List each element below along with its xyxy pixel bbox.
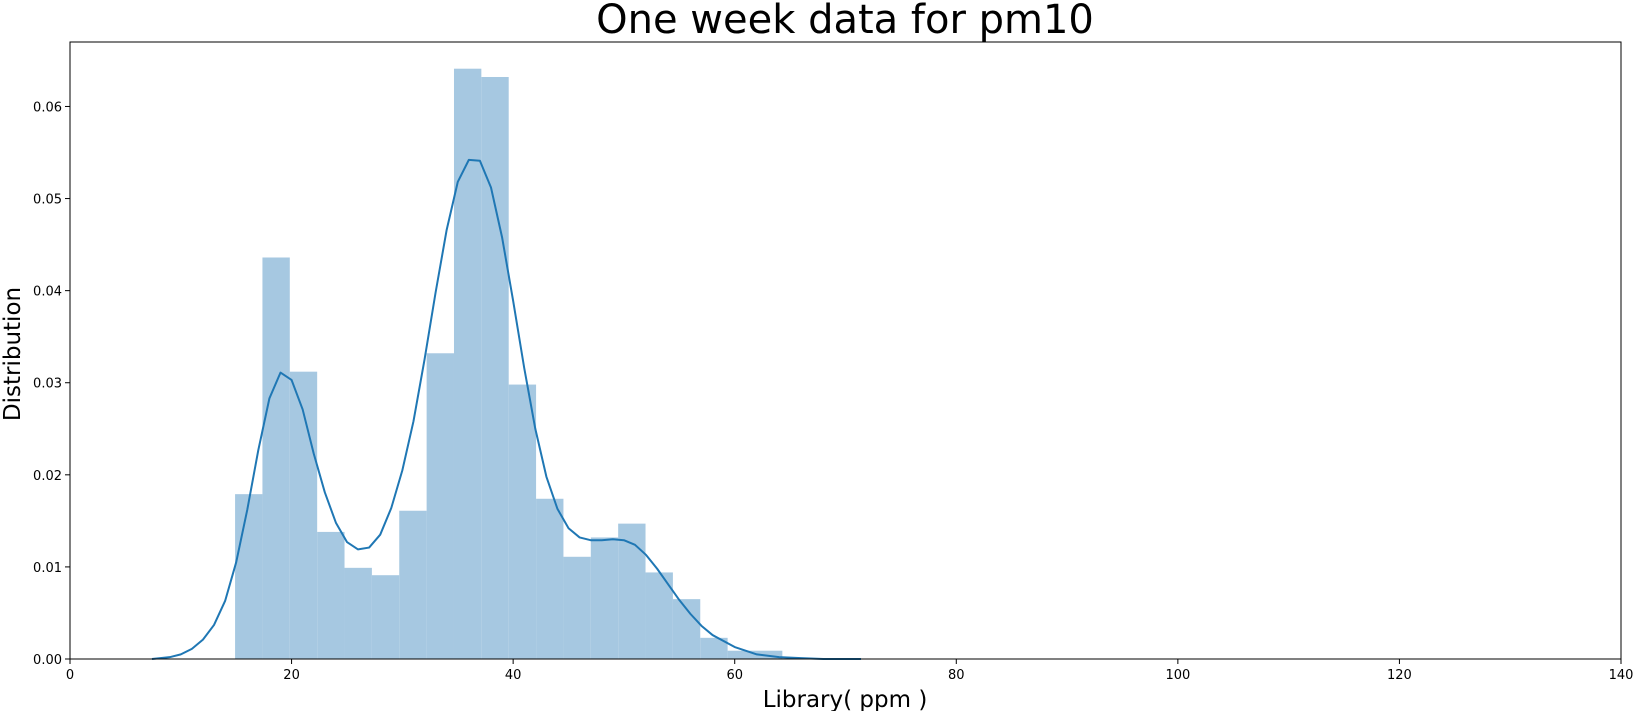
histogram-bar: [618, 523, 646, 659]
histogram-bar: [508, 384, 537, 659]
x-tick-label: 120: [1387, 668, 1412, 683]
histogram-bar: [563, 556, 591, 659]
x-tick-label: 80: [948, 668, 965, 683]
histogram-bar: [700, 637, 728, 659]
y-tick-label: 0.06: [33, 100, 62, 115]
x-tick-label: 100: [1165, 668, 1190, 683]
x-tick-label: 60: [726, 668, 743, 683]
histogram-bar: [754, 650, 783, 659]
histogram-bar: [590, 537, 619, 659]
histogram-bar: [645, 572, 673, 659]
histogram-bar: [453, 68, 482, 659]
y-tick-label: 0.02: [33, 469, 62, 484]
y-tick-label: 0.01: [33, 561, 62, 576]
histogram-bar: [262, 257, 290, 659]
histogram-bar: [317, 531, 345, 659]
x-tick-label: 40: [505, 668, 522, 683]
x-axis-label: Library( ppm ): [763, 687, 928, 711]
y-axis-ticks: 0.00 0.01 0.02 0.03 0.04 0.05 0.06: [33, 100, 70, 668]
x-tick-label: 20: [283, 668, 300, 683]
histogram-bar: [399, 510, 427, 659]
x-tick-label: 0: [66, 668, 74, 683]
y-axis-label: Distribution: [0, 287, 26, 421]
histogram-bar: [371, 575, 400, 659]
histogram-bar: [426, 353, 454, 659]
histogram-bar: [727, 650, 755, 659]
histogram-bar: [344, 567, 372, 659]
x-tick-label: 140: [1609, 668, 1633, 683]
histogram-bars: [235, 68, 783, 660]
histogram-bar: [235, 494, 263, 659]
chart-title: One week data for pm10: [596, 0, 1094, 43]
y-tick-label: 0.05: [33, 193, 62, 208]
histogram-bar: [289, 371, 318, 659]
x-axis-ticks: 0 20 40 60 80 100 120 140: [66, 659, 1633, 683]
plot-frame: [69, 41, 1622, 660]
y-tick-label: 0.04: [33, 285, 62, 300]
kde-curve-group: [151, 158, 862, 660]
kde-line: [151, 158, 862, 660]
y-tick-label: 0.03: [33, 377, 62, 392]
histogram-bar: [536, 498, 564, 659]
histogram-bar: [481, 76, 509, 660]
y-tick-label: 0.00: [33, 653, 62, 668]
